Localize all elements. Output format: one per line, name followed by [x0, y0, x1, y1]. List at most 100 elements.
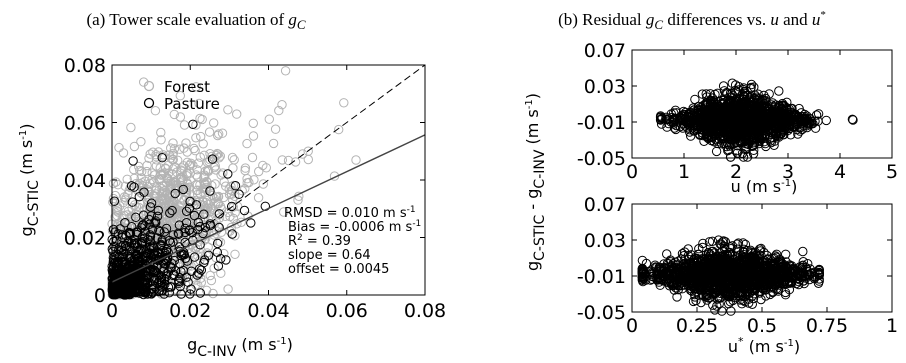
forest-point: [202, 248, 212, 258]
pasture-point: [128, 156, 138, 166]
pasture-point: [157, 153, 167, 163]
pasture-point: [146, 289, 157, 299]
forest-point: [214, 153, 224, 163]
residual-point: [723, 273, 733, 283]
pasture-point: [221, 255, 231, 265]
residual-point: [711, 283, 721, 293]
pasture-point: [181, 272, 192, 282]
residual-point: [686, 250, 696, 260]
residual-point: [740, 113, 750, 123]
residual-point: [690, 94, 700, 105]
forest-point: [168, 150, 178, 161]
residual-point: [702, 295, 712, 305]
pasture-point: [108, 224, 119, 235]
panel-b-shared-ylabel: gC-STIC - gC-INV (m s-1): [523, 93, 548, 271]
forest-point: [339, 98, 349, 108]
residual-point: [744, 132, 754, 142]
forest-point: [280, 66, 291, 76]
residual-point: [751, 114, 761, 125]
forest-point: [191, 170, 201, 180]
pasture-point: [181, 206, 192, 217]
forest-point: [134, 202, 144, 213]
residual-point: [732, 244, 742, 254]
panel-b-ytick-label: 0.07: [584, 40, 626, 62]
residual-point: [671, 120, 681, 131]
panel-a-legend: Forest Pasture: [143, 78, 220, 113]
forest-point: [209, 263, 219, 273]
forest-point: [149, 191, 159, 201]
residual-point: [702, 92, 712, 102]
residual-point: [753, 266, 764, 277]
residual-point: [688, 278, 698, 289]
panel-b-bottom-ticks: 0 0.25 0.5 0.75 10.070.03-0.01-0.05: [577, 194, 898, 337]
forest-point: [115, 201, 125, 211]
residual-point: [678, 109, 689, 120]
pasture-point: [116, 242, 127, 252]
forest-point: [171, 206, 182, 217]
forest-point: [258, 179, 268, 189]
forest-point: [212, 148, 222, 159]
forest-point: [114, 142, 124, 153]
residual-point: [717, 246, 728, 256]
pasture-point: [153, 255, 163, 266]
residual-point: [696, 297, 706, 308]
pasture-point: [174, 242, 185, 252]
forest-point: [258, 160, 268, 171]
pasture-point: [182, 256, 193, 266]
residual-point: [752, 257, 762, 267]
residual-point: [741, 142, 751, 152]
pasture-point: [227, 201, 237, 212]
residual-point: [700, 254, 710, 264]
panel-b-title: (b) Residual gC differences vs. u and u*: [558, 9, 826, 32]
panel-b-xtick-label: 5: [886, 161, 898, 183]
residual-point: [754, 275, 765, 286]
pasture-point: [143, 234, 153, 245]
residual-point: [781, 249, 791, 260]
forest-point: [190, 145, 200, 156]
pasture-point: [194, 264, 205, 274]
forest-point: [293, 195, 303, 205]
pasture-point: [239, 205, 250, 216]
pasture-point: [108, 257, 119, 268]
residual-point: [727, 250, 737, 260]
forest-point: [274, 105, 284, 116]
forest-point: [270, 124, 281, 134]
forest-point: [232, 109, 242, 119]
pasture-point: [216, 254, 226, 264]
forest-point: [223, 284, 233, 294]
residual-point: [707, 93, 718, 103]
residual-point: [810, 267, 820, 277]
pasture-point: [142, 251, 153, 262]
stat-bias: Bias = -0.0006 m s-1: [288, 219, 421, 235]
residual-point: [716, 282, 726, 292]
residual-point: [749, 82, 759, 92]
pasture-point: [147, 225, 158, 235]
pasture-point: [165, 282, 176, 292]
forest-point: [137, 166, 147, 177]
panel-a-scatter-points: [107, 66, 361, 300]
forest-point: [129, 141, 140, 152]
forest-point: [179, 120, 190, 130]
residual-point: [655, 111, 666, 121]
pasture-point: [178, 184, 189, 195]
residual-point: [670, 257, 681, 267]
forest-point: [168, 138, 178, 148]
panel-b-ytick-label: 0.03: [584, 230, 626, 252]
residual-point: [796, 111, 807, 122]
residual-point: [757, 132, 767, 142]
residual-point: [718, 132, 728, 142]
forest-point: [334, 124, 344, 135]
pasture-point: [109, 241, 119, 252]
panel-b-xtick-label: 0.5: [747, 315, 777, 337]
pasture-point: [146, 198, 157, 208]
residual-point: [705, 292, 715, 303]
residual-point: [688, 276, 698, 286]
forest-point: [136, 173, 146, 183]
pasture-point: [212, 238, 223, 249]
forest-point: [230, 231, 240, 241]
pasture-point: [137, 244, 147, 254]
forest-point: [201, 285, 212, 295]
residual-point: [673, 285, 683, 295]
pasture-point: [186, 284, 196, 294]
forest-point: [125, 212, 135, 223]
